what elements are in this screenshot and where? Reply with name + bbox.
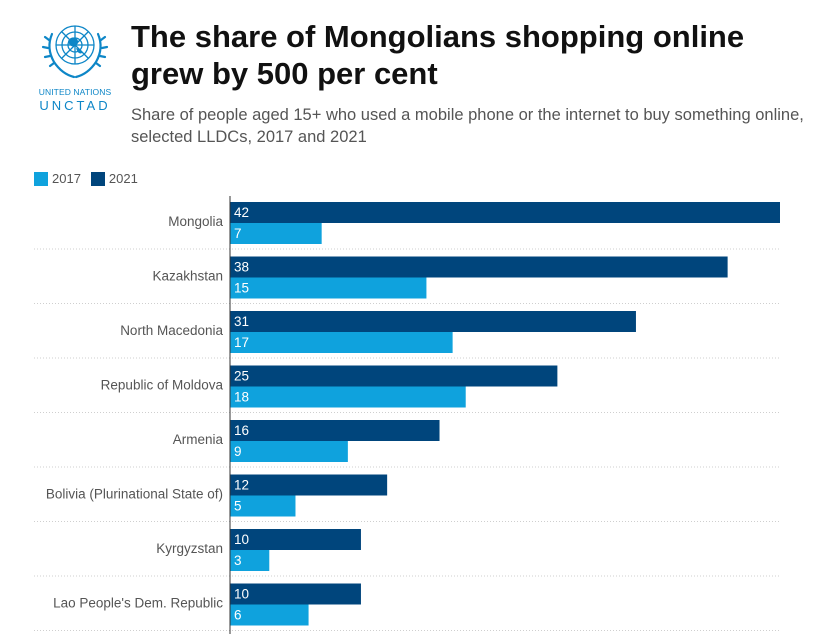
bar-2017-7 (230, 604, 309, 626)
bar-2021-5 (230, 474, 388, 496)
data-label-2021: 12 (234, 478, 249, 493)
bar-2021-1 (230, 256, 728, 278)
bar-2017-1 (230, 277, 427, 299)
bar-2017-2 (230, 332, 453, 353)
bar-2017-6 (230, 550, 270, 571)
chart-title: The share of Mongolians shopping online … (131, 19, 745, 91)
data-label-2017: 17 (234, 335, 249, 350)
category-label: North Macedonia (120, 323, 223, 338)
bar-2021-7 (230, 583, 361, 605)
org-acronym: UNCTAD (39, 98, 111, 113)
data-label-2021: 16 (234, 423, 249, 438)
legend-swatch-2021 (90, 171, 105, 186)
org-name: UNITED NATIONS (38, 87, 112, 97)
data-label-2021: 31 (234, 314, 249, 329)
bar-2021-4 (230, 420, 440, 441)
bar-2021-3 (230, 365, 558, 387)
data-label-2017: 9 (234, 444, 242, 459)
bar-2017-0 (230, 223, 322, 244)
category-label: Kazakhstan (152, 268, 223, 283)
bar-2021-0 (230, 202, 780, 223)
data-label-2017: 15 (234, 281, 249, 296)
bar-2017-4 (230, 441, 348, 462)
data-label-2017: 6 (234, 608, 242, 623)
bar-2017-3 (230, 386, 466, 408)
category-label: Bolivia (Plurinational State of) (46, 486, 223, 501)
data-label-2017: 5 (234, 499, 242, 514)
category-label: Kyrgyzstan (156, 541, 223, 556)
chart-legend: 2017 2021 (34, 171, 148, 186)
un-logo: UNITED NATIONS UNCTAD (34, 14, 116, 114)
legend-label-2021: 2021 (108, 171, 138, 186)
data-label-2017: 7 (234, 226, 242, 241)
data-label-2021: 25 (234, 369, 249, 384)
data-label-2021: 10 (234, 532, 249, 547)
legend-item-2017: 2017 (34, 171, 81, 186)
bar-2021-2 (230, 311, 636, 332)
data-label-2021: 10 (234, 587, 249, 602)
data-label-2017: 3 (234, 553, 242, 568)
data-label-2021: 42 (234, 205, 249, 220)
category-label: Lao People's Dem. Republic (53, 595, 223, 610)
category-label: Armenia (173, 432, 224, 447)
bar-2017-5 (230, 495, 296, 517)
un-emblem-icon (41, 25, 109, 79)
category-label: Republic of Moldova (101, 377, 224, 392)
data-label-2021: 38 (234, 260, 249, 275)
data-label-2017: 18 (234, 390, 249, 405)
chart-subtitle: Share of people aged 15+ who used a mobi… (131, 106, 804, 146)
legend-label-2017: 2017 (52, 171, 81, 186)
category-label: Mongolia (168, 214, 223, 229)
legend-swatch-2017 (34, 171, 48, 186)
bar-2021-6 (230, 529, 361, 550)
legend-item-2021: 2021 (90, 171, 138, 186)
